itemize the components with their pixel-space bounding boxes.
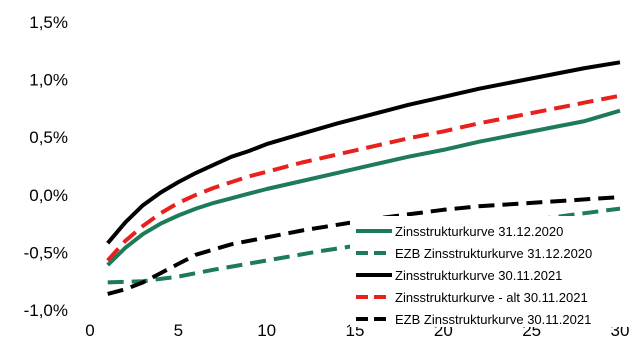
series-line-3 [106,60,621,245]
series-line-4 [106,93,621,262]
legend-label: Zinsstrukturkurve - alt 30.11.2021 [395,290,588,305]
x-tick-label: 10 [257,321,276,340]
legend: Zinsstrukturkurve 31.12.2020 EZB Zinsstru… [350,216,630,327]
y-tick-label: -1,0% [24,301,68,320]
series-line-5 [107,195,621,296]
y-tick-label: 0,5% [29,128,68,147]
x-tick-label: 0 [85,321,94,340]
y-tick-label: 1,5% [29,13,68,32]
y-axis-tick-labels: 1,5% 1,0% 0,5% 0,0% -0,5% -1,0% [24,13,68,320]
series-line-1 [106,108,621,267]
y-tick-label: -0,5% [24,243,68,262]
y-tick-label: 0,0% [29,186,68,205]
legend-label: EZB Zinsstrukturkurve 31.12.2020 [395,246,592,261]
legend-label: Zinsstrukturkurve 31.12.2020 [395,224,563,239]
x-tick-label: 5 [174,321,183,340]
series-lines [106,60,621,296]
legend-label: Zinsstrukturkurve 30.11.2021 [395,268,562,283]
legend-label: EZB Zinsstrukturkurve 30.11.2021 [395,312,591,327]
legend-background [350,216,630,327]
y-tick-label: 1,0% [29,71,68,90]
